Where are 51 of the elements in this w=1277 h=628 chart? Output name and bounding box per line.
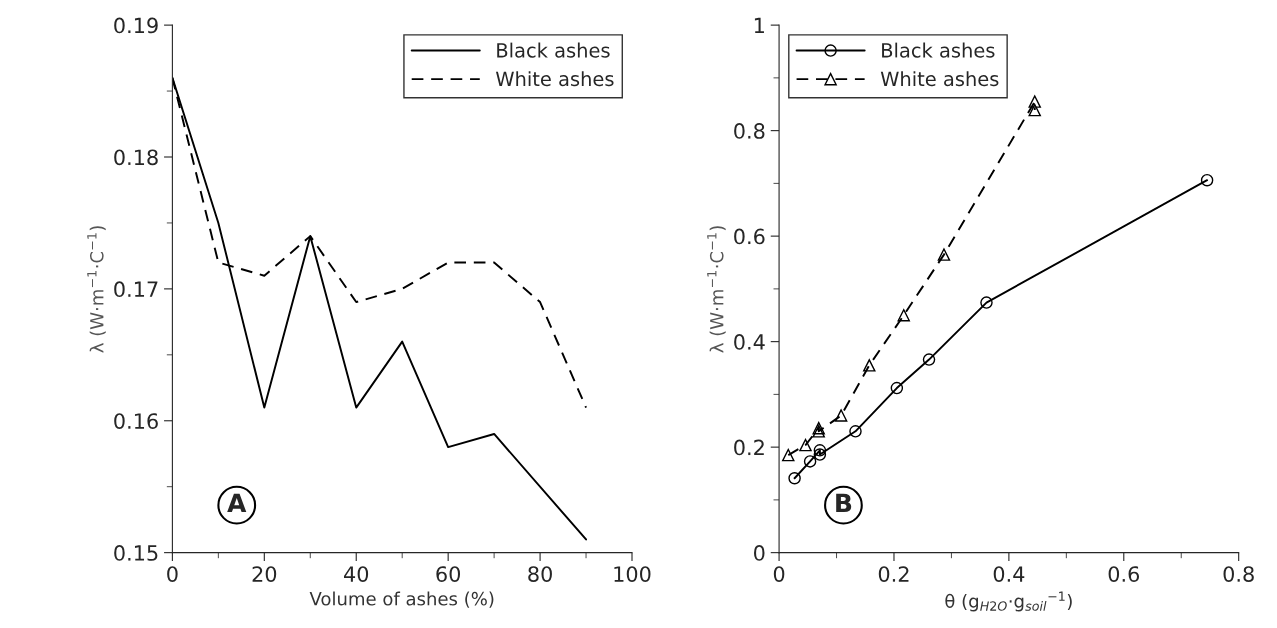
point — [782, 448, 795, 462]
point — [922, 353, 936, 366]
x-tick-label: 60 — [436, 566, 461, 582]
y-tick-label: 0.19 — [114, 17, 158, 34]
y-tick-label: 0.4 — [734, 334, 765, 350]
point — [813, 448, 827, 461]
annotation: A — [227, 493, 247, 513]
point — [803, 455, 817, 468]
point — [980, 296, 993, 309]
x-tick-label: 0.8 — [1223, 566, 1254, 582]
point — [799, 438, 812, 452]
point — [813, 444, 827, 457]
y-tick-label: 0.2 — [734, 439, 764, 456]
point — [1028, 95, 1041, 108]
x-axis-title: θ (g$_{H2O}$·g$_{soil}$$^{−1}$) — [945, 591, 1072, 612]
y-axis-title: λ (W·m$^{−1}$·C$^{−1}$) — [87, 226, 106, 353]
point — [1200, 173, 1214, 187]
y-tick-label: 0.17 — [114, 281, 158, 298]
point — [788, 472, 801, 485]
point — [849, 425, 862, 438]
y-tick-label: 0.18 — [114, 149, 158, 166]
x-axis-title: Volume of ashes (%) — [309, 591, 494, 608]
x-tick-label: 0.2 — [878, 566, 909, 582]
legend-label: White ashes — [495, 71, 614, 87]
x-tick-label: 80 — [528, 566, 552, 582]
y-tick-label: 1 — [754, 17, 764, 34]
point — [834, 409, 848, 422]
x-tick-label: 20 — [252, 566, 277, 582]
legend-label: Black ashes — [497, 42, 610, 58]
annotation: B — [836, 493, 852, 513]
y-axis-title: λ (W·m$^{−1}$·C$^{−1}$) — [707, 226, 726, 353]
point — [937, 248, 951, 261]
y-tick-label: 0.16 — [114, 413, 158, 429]
point — [812, 425, 825, 438]
legend-label: White ashes — [880, 71, 999, 87]
x-tick-label: 0 — [773, 566, 785, 582]
x-tick-label: 100 — [614, 566, 651, 582]
y-tick-label: 0.8 — [734, 123, 765, 139]
point — [897, 309, 910, 322]
y-tick-label: 0.15 — [114, 545, 158, 561]
point — [863, 359, 876, 372]
x-tick-label: 0 — [167, 566, 178, 582]
y-tick-label: 0 — [754, 545, 765, 561]
point — [1028, 103, 1041, 117]
x-tick-label: 40 — [344, 566, 369, 582]
x-tick-label: 0.6 — [1108, 566, 1140, 582]
legend-label: Black ashes — [882, 42, 995, 58]
point — [812, 421, 825, 435]
point — [890, 381, 904, 395]
y-tick-label: 0.6 — [734, 228, 765, 245]
x-tick-label: 0.4 — [993, 566, 1025, 582]
